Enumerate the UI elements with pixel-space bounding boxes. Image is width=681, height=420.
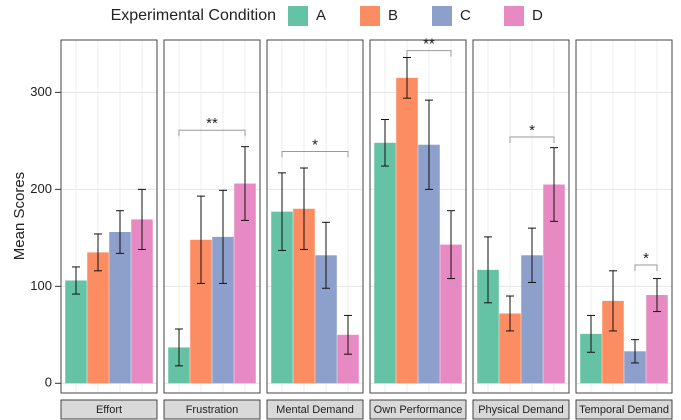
error-bar <box>403 56 411 99</box>
panel-border <box>266 39 364 394</box>
y-tick-label: 100 <box>30 278 52 293</box>
panel-border <box>472 39 570 394</box>
bar <box>646 295 668 384</box>
bar <box>440 244 462 384</box>
bar <box>477 269 499 384</box>
bar <box>234 183 256 384</box>
bar <box>337 334 359 384</box>
strip <box>163 399 261 420</box>
panel-border <box>163 39 261 394</box>
bar <box>293 208 315 384</box>
panel-border <box>60 39 158 394</box>
significance-label: ** <box>423 36 435 53</box>
strip <box>575 399 673 420</box>
significance-bracket <box>634 264 658 271</box>
strip-label: Mental Demand <box>276 404 354 416</box>
error-bar <box>175 328 183 367</box>
error-bar <box>587 314 595 353</box>
bar <box>109 232 131 384</box>
error-bar <box>138 188 146 250</box>
error-bar <box>94 233 102 272</box>
error-bar <box>506 295 514 332</box>
bar <box>580 333 602 384</box>
legend-swatch <box>360 6 380 26</box>
bar <box>374 142 396 384</box>
error-bar <box>241 146 249 221</box>
bar <box>131 219 153 384</box>
bar <box>521 255 543 384</box>
error-bar <box>219 189 227 284</box>
legend-swatch <box>504 6 524 26</box>
error-bar <box>116 210 124 254</box>
legend-title: Experimental Condition <box>111 7 276 24</box>
bar <box>602 300 624 384</box>
y-tick-label: 300 <box>30 84 52 99</box>
strip <box>266 399 364 420</box>
legend-label: B <box>388 7 398 24</box>
bar <box>315 255 337 384</box>
legend-swatch <box>288 6 308 26</box>
error-bar <box>322 221 330 289</box>
significance-bracket <box>509 136 555 143</box>
bar <box>418 144 440 384</box>
panel-border <box>575 39 673 394</box>
bar <box>271 211 293 384</box>
legend-swatch <box>432 6 452 26</box>
strip <box>369 399 467 420</box>
bar <box>87 252 109 384</box>
legend-label: A <box>316 7 326 24</box>
strip <box>472 399 570 420</box>
y-axis-label: Mean Scores <box>11 172 28 260</box>
significance-label: * <box>312 136 318 153</box>
error-bar <box>484 236 492 304</box>
bar <box>396 77 418 384</box>
error-bar <box>344 314 352 355</box>
bar <box>65 280 87 384</box>
significance-label: * <box>643 250 649 267</box>
error-bar <box>653 278 661 313</box>
significance-label: * <box>529 122 535 139</box>
significance-bracket <box>178 129 246 137</box>
bar <box>499 313 521 384</box>
strip-label: Effort <box>96 404 122 416</box>
error-bar <box>425 99 433 190</box>
y-tick-label: 0 <box>45 375 52 390</box>
error-bar <box>278 172 286 251</box>
bar <box>543 184 565 384</box>
strip <box>60 399 158 420</box>
strip-label: Temporal Demand <box>579 404 669 416</box>
panel-border <box>369 39 467 394</box>
strip-label: Physical Demand <box>478 404 564 416</box>
error-bar <box>197 195 205 284</box>
bar <box>624 351 646 384</box>
bar <box>212 236 234 384</box>
error-bar <box>550 147 558 222</box>
error-bar <box>609 270 617 332</box>
error-bar <box>631 339 639 364</box>
legend-label: D <box>532 7 543 24</box>
error-bar <box>447 210 455 280</box>
strip-label: Own Performance <box>374 404 463 416</box>
significance-bracket <box>281 151 349 158</box>
error-bar <box>528 227 536 283</box>
legend-label: C <box>460 7 471 24</box>
error-bar <box>300 167 308 250</box>
y-tick-label: 200 <box>30 181 52 196</box>
error-bar <box>72 266 80 295</box>
strip-label: Frustration <box>186 404 239 416</box>
bar <box>190 239 212 384</box>
significance-bracket <box>406 50 452 57</box>
significance-label: ** <box>206 115 218 132</box>
error-bar <box>381 119 389 167</box>
